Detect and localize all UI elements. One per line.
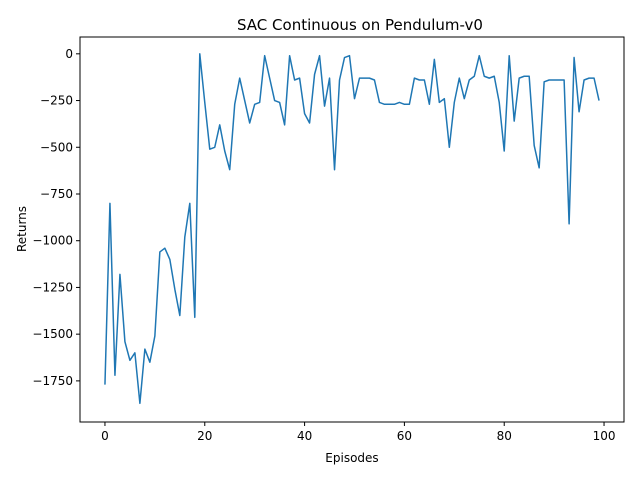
y-tick-label: −500 <box>40 140 73 154</box>
y-tick-label: −1250 <box>32 280 73 294</box>
y-axis: 0 −250 −500 −750 −1000 −1250 −1500 −1750 <box>32 47 80 388</box>
series-line <box>104 53 600 405</box>
x-tick-label: 100 <box>593 429 616 443</box>
x-tick-label: 60 <box>397 429 412 443</box>
y-tick-label: −1500 <box>32 327 73 341</box>
x-axis: 0 20 40 60 80 100 <box>101 422 615 443</box>
y-tick-label: −1000 <box>32 234 73 248</box>
y-tick-label: 0 <box>65 47 73 61</box>
plot-frame <box>79 36 625 423</box>
x-tick-label: 20 <box>197 429 212 443</box>
x-axis-label: Episodes <box>325 451 378 465</box>
x-tick-label: 80 <box>497 429 512 443</box>
x-tick-label: 40 <box>297 429 312 443</box>
y-tick-label: −250 <box>40 94 73 108</box>
x-tick-label: 0 <box>101 429 109 443</box>
y-tick-label: −1750 <box>32 374 73 388</box>
chart-title: SAC Continuous on Pendulum-v0 <box>237 16 483 34</box>
y-axis-label: Returns <box>15 206 29 252</box>
plot-area <box>104 53 600 405</box>
y-tick-label: −750 <box>40 187 73 201</box>
